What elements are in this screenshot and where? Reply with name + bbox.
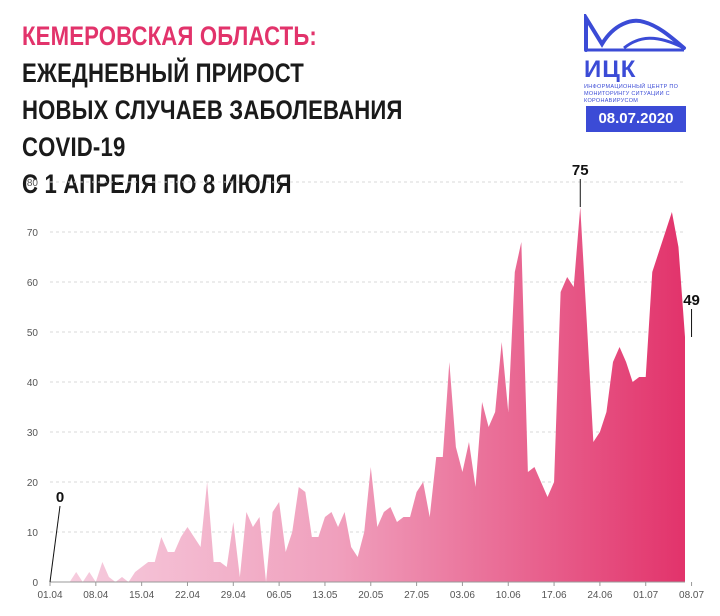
annotation-label: 0 [56,489,64,506]
x-tick-label: 27.05 [404,590,429,601]
y-tick-label: 50 [27,328,39,339]
x-tick-label: 06.05 [267,590,292,601]
y-tick-label: 70 [27,228,39,239]
x-tick-label: 22.04 [175,590,200,601]
x-tick-label: 24.06 [587,590,612,601]
title-line-1: Кемеровская область: ежедневный прирост [22,18,481,92]
y-tick-label: 30 [27,428,39,439]
logo: ИЦК Информационный центр по мониторингу … [584,10,696,134]
x-tick-label: 29.04 [221,590,246,601]
x-tick-label: 01.07 [633,590,658,601]
x-tick-label: 17.06 [542,590,567,601]
y-tick-label: 10 [27,528,39,539]
area-chart: 0 10 20 30 40 50 60 70 80 01.04 08.04 15.04 22.04 29.… [27,162,705,601]
x-tick-label: 15.04 [129,590,154,601]
y-tick-label: 0 [32,578,38,589]
x-tick-label: 13.05 [312,590,337,601]
logo-subtitle: Информационный центр по мониторингу ситу… [584,84,679,104]
annotation-label: 49 [683,292,700,309]
chart-title: Кемеровская область: ежедневный прирост … [22,18,481,203]
y-tick-label: 80 [27,178,39,189]
series-area [50,207,685,582]
annotation-leader [49,505,61,583]
y-tick-label: 20 [27,478,39,489]
logo-abbr: ИЦК [584,56,637,83]
x-tick-label: 20.05 [358,590,383,601]
x-tick-label: 03.06 [450,590,475,601]
title-accent: Кемеровская область: [22,21,317,51]
x-tick-label: 10.06 [496,590,521,601]
title-line-3: с 1 апреля по 8 июля [22,169,292,199]
x-tick-label: 08.07 [679,590,704,601]
logo-wave-icon [584,10,686,52]
annotation-label: 75 [572,162,589,179]
x-tick-label: 08.04 [83,590,108,601]
x-tick-label: 01.04 [37,590,62,601]
title-line-2: новых случаев заболевания COVID-19 [22,95,403,162]
title-line-1-rest: ежедневный прирост [22,58,305,88]
y-tick-label: 60 [27,278,39,289]
y-tick-label: 40 [27,378,39,389]
date-badge: 08.07.2020 [586,106,686,132]
